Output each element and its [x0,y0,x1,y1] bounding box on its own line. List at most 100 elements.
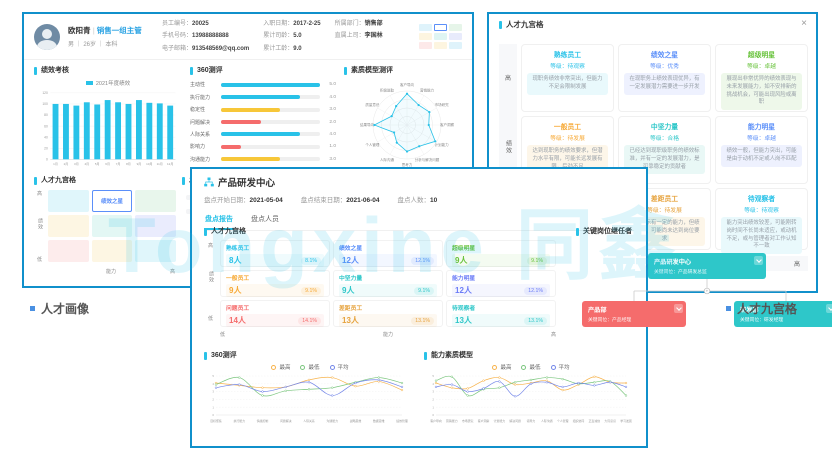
svg-text:战略思维: 战略思维 [350,418,362,423]
performance-legend[interactable]: 2021年度绩效 [34,79,182,87]
svg-text:学习发展: 学习发展 [620,418,632,423]
svg-text:2: 2 [212,398,214,402]
ninegrid-definition-card: 中坚力量 等级：合格 已经达到现职级职务的绩效标准，并有一定的发展潜力，是可靠稳定的… [618,116,711,184]
portrait-ninegrid-cells: 绩效之星 [48,190,176,262]
svg-text:1: 1 [212,405,214,409]
field-value: 2017-2-25 [293,21,321,28]
org-node-rnd[interactable]: 研发部 关键岗位：研发经理 [734,301,832,327]
portrait-ninegrid-section: 人才九宫格 高 绩效 低 绩效之星 能力 高 [34,176,180,284]
review-grid-card[interactable]: 问题员工 14人 14.1% [220,300,330,327]
legend-item-平均[interactable]: 平均 [550,363,570,371]
svg-text:4: 4 [432,382,434,386]
legend-item-最高[interactable]: 最高 [271,363,290,371]
grid-card-percent: 9.1% [301,286,321,295]
svg-text:40: 40 [44,135,48,139]
close-icon[interactable]: × [801,18,807,29]
ninegrid-card-level: 等级：待发展 [647,208,682,214]
legend-marker-icon [550,364,556,370]
grid-card-name: 差距员工 [339,306,363,312]
svg-text:100: 100 [42,102,48,106]
eval360-bar-value: 4.0 [329,94,336,100]
legend-item-最低[interactable]: 最低 [300,363,320,371]
svg-text:分析与解决问题: 分析与解决问题 [415,157,440,162]
field-label: 直属上司： [334,33,365,40]
legend-marker-icon [300,364,306,370]
eval360-bar-row: 沟通能力 3.0 [190,156,336,163]
review-ninegrid-x-axis: 低 能力 高 [220,331,556,338]
review-grid-card[interactable]: 超级明星 9人 9.1% [446,240,556,267]
svg-text:1: 1 [432,405,434,409]
ninegrid-card-level: 等级：合格 [650,136,679,142]
svg-text:人际沟通: 人际沟通 [541,418,553,423]
grid-card-stats: 14人 14.1% [226,314,324,327]
axis-high-label: 高 [793,262,800,268]
chevron-down-icon[interactable] [674,304,683,313]
eval360-dimension-label: 人际关系 [190,131,211,138]
portrait-grid-cell[interactable] [91,240,133,262]
legend-item-最低[interactable]: 最低 [521,363,541,371]
grid-card-count: 14人 [229,316,246,325]
portrait-grid-cell[interactable] [48,190,89,212]
start-date-value: 2021-05-04 [249,197,283,204]
ninegrid-card-name: 绩效之星 [650,52,679,59]
svg-text:计划能力: 计划能力 [435,142,449,147]
review-grid-card[interactable]: 一般员工 9人 9.1% [220,270,330,297]
caption-text: 人才画像 [41,302,90,316]
mini-ninegrid-indicator [419,24,462,49]
portrait-grid-cell[interactable]: 绩效之星 [91,190,133,212]
ninegrid-panel-title: 人才九宫格 [499,20,806,30]
mini-grid-cell [434,24,447,31]
ninegrid-card-level: 等级：待观察 [550,64,585,70]
portrait-grid-cell[interactable] [48,215,89,237]
axis-high-label: 高 [208,243,214,249]
org-node-name: 研发部 [740,307,759,314]
svg-text:0: 0 [46,157,48,161]
portrait-grid-cell[interactable] [135,215,176,237]
line-chart-360-section: 360测评 最高 最低 平均 0 1 2 3 4 5 目标聚焦 执行能力 情绪控制 问题解决 人际关系 沟… [204,351,416,445]
review-ninegrid-section: 人才九宫格 高 绩效 低 熟练员工 8人 8.1% 绩效之星 12人 12.1% 超级明星 9… [204,227,566,345]
svg-text:领导力: 领导力 [527,418,536,423]
eval360-dimension-label: 影响力 [190,144,206,151]
ninegrid-card-name: 熟练员工 [553,52,582,59]
portrait-grid-cell[interactable] [48,240,89,262]
legend-swatch [85,81,93,85]
tab-review-people[interactable]: 盘点人员 [251,216,279,223]
legend-item-最高[interactable]: 最高 [492,363,511,371]
eval360-bar-value: 1.0 [329,144,336,150]
review-grid-card[interactable]: 绩效之星 12人 12.1% [333,240,443,267]
svg-text:目标聚焦: 目标聚焦 [210,418,222,423]
review-grid-card[interactable]: 中坚力量 9人 9.1% [333,270,443,297]
eval360-dimension-label: 主动性 [190,82,206,89]
review-grid-card[interactable]: 熟练员工 8人 8.1% [220,240,330,267]
axis-low-label: 低 [220,332,226,338]
employee-name: 欧阳青 [68,26,91,35]
grid-card-count: 8人 [229,256,242,265]
mini-grid-cell [449,24,462,31]
eval360-bar-row: 人际关系 4.0 [190,131,336,138]
legend-marker-icon [271,364,277,370]
review-grid-card[interactable]: 待观察者 13人 13.1% [446,300,556,327]
legend-item-平均[interactable]: 平均 [329,363,349,371]
ninegrid-definition-card: 超级明星 等级：卓越 展现出非常优异的绩效表现与未来发展能力，如不安排新的挑战机会，… [715,44,808,112]
grid-card-stats: 9人 9.1% [339,284,437,297]
field-value: 13988888888 [192,33,229,40]
review-grid-card[interactable]: 能力明星 12人 12.1% [446,270,556,297]
review-grid-card[interactable]: 差距员工 13人 13.1% [333,300,443,327]
portrait-grid-cell[interactable] [135,240,176,262]
field-label: 手机号码： [162,33,193,40]
chevron-down-icon[interactable] [826,304,832,313]
mini-grid-cell [434,33,447,40]
svg-text:3: 3 [432,390,434,394]
chevron-down-icon[interactable] [754,256,763,265]
org-node-product[interactable]: 产品部 关键岗位：产品经理 [582,301,686,327]
performance-section: 绩效考核 2021年度绩效 0 20 40 60 80 100 120 1月 2月 3月 4月 5月 6… [34,66,182,170]
employee-field: 入职日期：2017-2-25 [263,18,320,30]
portrait-grid-cell[interactable] [91,215,133,237]
portrait-grid-cell[interactable] [135,190,176,212]
org-node-root[interactable]: 产品研发中心 关键岗位：产品研发总监 [648,253,766,279]
mini-grid-cell [419,33,432,40]
eval360-bar-track [221,107,320,112]
org-connector-lines: + [633,279,787,301]
mini-grid-cell [419,24,432,31]
